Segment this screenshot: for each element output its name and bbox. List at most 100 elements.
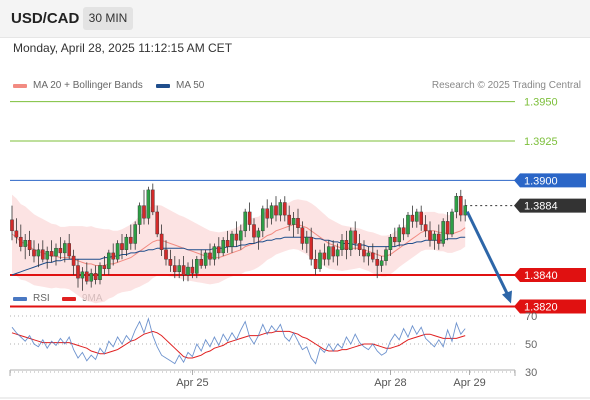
candle-body bbox=[212, 246, 217, 260]
ma20-line bbox=[11, 224, 466, 266]
candle-body bbox=[45, 251, 49, 260]
candle-body bbox=[335, 249, 340, 257]
candle-body bbox=[128, 236, 133, 244]
candle bbox=[454, 193, 459, 219]
candle-body bbox=[287, 214, 292, 225]
candle-body bbox=[115, 243, 120, 260]
candle-body bbox=[172, 265, 177, 273]
candle bbox=[137, 202, 142, 234]
candle-body bbox=[67, 243, 71, 257]
candle-body bbox=[362, 249, 366, 257]
candle-body bbox=[379, 260, 384, 266]
candle bbox=[441, 218, 446, 247]
candle bbox=[340, 234, 344, 257]
candle bbox=[393, 227, 397, 247]
candle-body bbox=[93, 273, 98, 280]
price-tag-1.3820 bbox=[514, 299, 586, 314]
rsi-tick-30: 30 bbox=[525, 367, 537, 379]
candle bbox=[216, 237, 221, 260]
candle-body bbox=[388, 236, 393, 250]
rsi-line bbox=[11, 317, 466, 365]
candle-body bbox=[181, 265, 186, 276]
candle-body bbox=[393, 236, 397, 243]
rsi-9ma-line bbox=[11, 330, 466, 359]
candle bbox=[102, 256, 107, 275]
forecast-arrow-line bbox=[465, 210, 511, 299]
candle-body bbox=[344, 240, 349, 250]
candle bbox=[10, 205, 14, 241]
candle-body bbox=[274, 205, 278, 216]
candle-body bbox=[164, 249, 168, 260]
candle-body bbox=[269, 205, 274, 219]
candle bbox=[45, 246, 49, 269]
candle-body bbox=[419, 211, 424, 225]
candle bbox=[375, 249, 380, 279]
candle bbox=[445, 211, 450, 241]
candle bbox=[225, 230, 230, 253]
candle-body bbox=[423, 224, 428, 232]
candle bbox=[322, 243, 327, 266]
x-tick-label: Apr 29 bbox=[453, 377, 485, 389]
legend-ma20: MA 20 + Bollinger Bands bbox=[13, 80, 143, 91]
candle bbox=[269, 202, 274, 225]
candle bbox=[463, 199, 468, 222]
candle bbox=[199, 249, 204, 269]
candle bbox=[344, 230, 349, 260]
candle bbox=[186, 262, 190, 282]
candle bbox=[190, 259, 195, 279]
ma20-swatch bbox=[13, 83, 27, 88]
price-label-1.3840: 1.3840 bbox=[524, 270, 558, 282]
candle-body bbox=[102, 265, 107, 269]
ma9-swatch bbox=[62, 296, 76, 301]
candle-body bbox=[441, 221, 446, 244]
candle bbox=[106, 249, 111, 275]
candle-body bbox=[23, 240, 28, 247]
candle-body bbox=[124, 236, 129, 250]
candle-body bbox=[454, 195, 459, 213]
candle bbox=[349, 227, 353, 257]
candle bbox=[27, 230, 32, 257]
rsi-tick-50: 50 bbox=[525, 339, 537, 351]
candle-body bbox=[203, 252, 208, 266]
candle bbox=[164, 240, 168, 266]
candle-body bbox=[106, 252, 111, 269]
candle bbox=[243, 208, 248, 238]
candle-body bbox=[256, 230, 261, 238]
candle bbox=[274, 196, 278, 222]
price-label-1.3950: 1.3950 bbox=[524, 97, 558, 109]
candle-body bbox=[291, 218, 296, 225]
x-tick-label: Apr 28 bbox=[374, 377, 406, 389]
candle-body bbox=[243, 211, 248, 232]
candle-body bbox=[27, 240, 32, 250]
candle-body bbox=[63, 243, 67, 254]
candle bbox=[388, 234, 393, 257]
price-tag-1.3900 bbox=[514, 173, 586, 188]
candle bbox=[300, 221, 305, 250]
candle-body bbox=[309, 236, 314, 260]
candle bbox=[194, 256, 199, 279]
candle-body bbox=[32, 249, 36, 257]
candle-body bbox=[371, 252, 375, 260]
candle-body bbox=[199, 259, 204, 266]
candle-body bbox=[234, 233, 239, 241]
candle bbox=[437, 224, 441, 250]
candle bbox=[309, 227, 314, 266]
candle bbox=[230, 230, 234, 253]
candle-body bbox=[401, 227, 406, 235]
candle bbox=[177, 259, 182, 279]
candle-body bbox=[366, 252, 371, 257]
candle bbox=[208, 243, 212, 266]
chart-header: USD/CAD 30 MIN bbox=[0, 0, 590, 38]
candle bbox=[318, 249, 322, 272]
candle-body bbox=[238, 230, 243, 241]
candle bbox=[357, 234, 362, 257]
candle-body bbox=[49, 251, 54, 257]
candle-body bbox=[261, 208, 265, 232]
candle bbox=[335, 243, 340, 266]
timeframe-button[interactable]: 30 MIN bbox=[83, 7, 133, 30]
candle bbox=[168, 249, 173, 272]
candle-body bbox=[305, 236, 309, 244]
candle-body bbox=[159, 233, 164, 250]
candle bbox=[252, 218, 256, 244]
rsi-tick-70: 70 bbox=[525, 311, 537, 323]
